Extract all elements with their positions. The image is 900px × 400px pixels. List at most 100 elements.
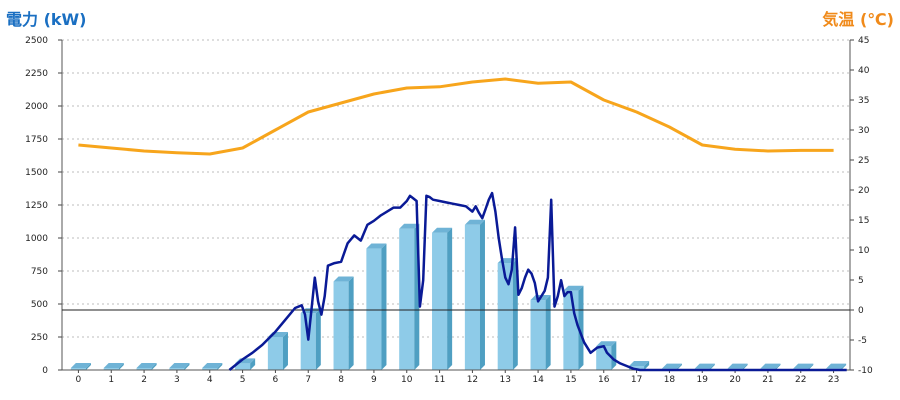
bar-top xyxy=(399,223,420,229)
bar-side xyxy=(611,341,617,370)
x-tick-label: 9 xyxy=(371,375,377,385)
bar xyxy=(432,232,448,370)
y-right-tick-label: 25 xyxy=(858,156,869,166)
x-tick-label: 15 xyxy=(565,375,576,385)
bar-side xyxy=(315,308,321,370)
y-left-tick-label: 1250 xyxy=(25,201,48,211)
bar-side xyxy=(184,363,190,370)
temperature-line xyxy=(78,77,834,156)
bar-top xyxy=(202,363,223,369)
left-axis-title: 電力 (kW) xyxy=(6,10,87,29)
tick-labels: 2500225020001750150012501000750500250045… xyxy=(25,36,873,385)
y-left-tick-label: 500 xyxy=(31,300,48,310)
y-left-tick-label: 2250 xyxy=(25,69,48,79)
bar-side xyxy=(447,227,453,370)
y-right-tick-label: 45 xyxy=(858,36,869,46)
y-left-tick-label: 0 xyxy=(42,366,48,376)
bar xyxy=(136,368,152,370)
y-right-tick-label: -5 xyxy=(858,336,867,346)
x-tick-label: 17 xyxy=(631,375,642,385)
bar-side xyxy=(644,361,650,370)
bar xyxy=(70,368,86,370)
x-tick-label: 20 xyxy=(729,375,741,385)
bar xyxy=(235,363,251,370)
bar-top xyxy=(136,363,157,369)
x-tick-label: 10 xyxy=(401,375,413,385)
bar xyxy=(399,228,415,370)
bar xyxy=(202,368,218,370)
bar xyxy=(267,337,283,370)
y-left-tick-label: 750 xyxy=(31,267,48,277)
bar-side xyxy=(151,363,157,370)
bar xyxy=(629,366,645,370)
y-right-tick-label: 35 xyxy=(858,96,869,106)
bar xyxy=(169,368,185,370)
bar-side xyxy=(841,363,847,370)
x-tick-label: 22 xyxy=(795,375,806,385)
bar-side xyxy=(709,363,715,370)
bar-side xyxy=(808,363,814,370)
y-right-tick-label: 30 xyxy=(858,126,870,136)
x-tick-label: 18 xyxy=(664,375,676,385)
bar-side xyxy=(512,258,518,370)
bar xyxy=(596,346,612,370)
bar-side xyxy=(742,363,748,370)
x-tick-label: 19 xyxy=(697,375,709,385)
bar-side xyxy=(479,219,485,370)
bar-top xyxy=(629,361,650,367)
y-right-tick-label: 5 xyxy=(858,276,864,286)
bars xyxy=(70,219,847,370)
x-tick-label: 5 xyxy=(240,375,246,385)
bar-side xyxy=(282,332,288,370)
x-tick-label: 16 xyxy=(598,375,610,385)
y-right-tick-label: 10 xyxy=(858,246,870,256)
y-right-tick-label: 0 xyxy=(858,306,864,316)
x-tick-label: 11 xyxy=(434,375,445,385)
bar xyxy=(103,368,119,370)
x-tick-label: 2 xyxy=(141,375,147,385)
grid xyxy=(62,39,850,338)
bar-top xyxy=(432,227,453,233)
bar xyxy=(300,313,316,370)
y-left-tick-label: 1500 xyxy=(25,168,48,178)
bar xyxy=(366,248,382,370)
x-tick-label: 6 xyxy=(273,375,279,385)
bar-side xyxy=(775,363,781,370)
bar-top xyxy=(826,363,847,369)
lines xyxy=(78,77,847,372)
bar-top xyxy=(596,341,617,347)
y-left-tick-label: 1000 xyxy=(25,234,48,244)
bar-side xyxy=(118,363,124,370)
right-axis-title: 気温 (℃) xyxy=(822,10,894,29)
bar-side xyxy=(578,285,584,370)
bar-top xyxy=(366,243,387,249)
bar-top xyxy=(694,363,715,369)
bar-side xyxy=(250,358,256,370)
x-tick-label: 4 xyxy=(207,375,213,385)
bar-side xyxy=(381,243,387,370)
y-right-tick-label: 20 xyxy=(858,186,870,196)
power-line xyxy=(228,191,847,372)
bar xyxy=(464,224,480,370)
bar-top xyxy=(70,363,91,369)
bar-top xyxy=(464,219,485,225)
bar-top xyxy=(563,285,584,291)
y-right-tick-label: 40 xyxy=(858,66,870,76)
x-tick-label: 8 xyxy=(338,375,344,385)
y-right-tick-label: 15 xyxy=(858,216,869,226)
bar-top xyxy=(727,363,748,369)
bar-top xyxy=(661,363,682,369)
bar-side xyxy=(348,276,354,370)
x-tick-label: 14 xyxy=(532,375,544,385)
x-tick-label: 23 xyxy=(828,375,839,385)
bar-side xyxy=(85,363,91,370)
y-left-tick-label: 2500 xyxy=(25,36,48,46)
y-left-tick-label: 250 xyxy=(31,333,48,343)
bar xyxy=(497,263,513,370)
x-tick-label: 7 xyxy=(305,375,311,385)
bar-side xyxy=(217,363,223,370)
y-left-tick-label: 2000 xyxy=(25,102,48,112)
bar-top xyxy=(760,363,781,369)
y-right-tick-label: -10 xyxy=(858,366,873,376)
